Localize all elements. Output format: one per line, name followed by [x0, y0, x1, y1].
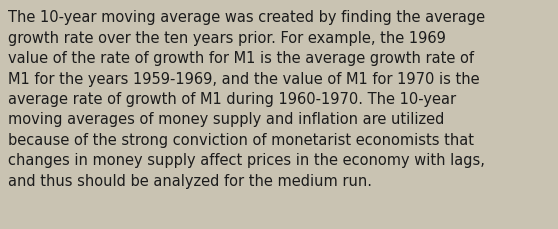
Text: The 10-year moving average was created by finding the average
growth rate over t: The 10-year moving average was created b… — [8, 10, 485, 188]
